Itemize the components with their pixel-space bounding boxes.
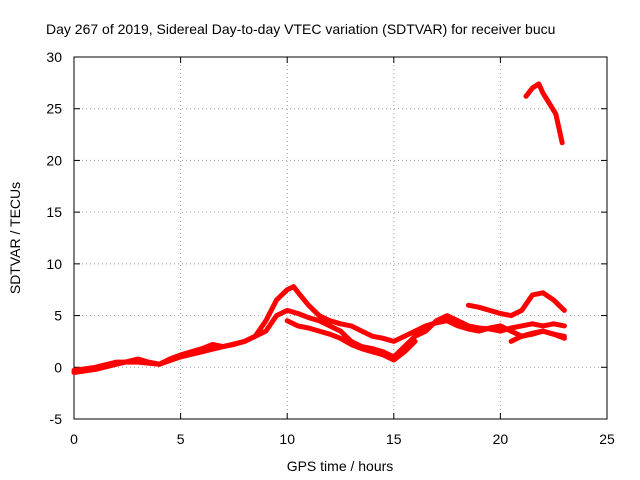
- x-tick-label: 25: [599, 431, 615, 447]
- x-tick-label: 15: [386, 431, 402, 447]
- series-line-track-5: [508, 328, 567, 344]
- axis-ticks: 0 5 10 15 20 25 -5 0 5 10 15 20 25 30: [46, 49, 615, 447]
- series-group: [71, 81, 567, 375]
- series-line-track-3: [284, 318, 418, 363]
- y-tick-label: 25: [46, 101, 62, 117]
- chart-title: Day 267 of 2019, Sidereal Day-to-day VTE…: [46, 21, 555, 37]
- series-line-track-2: [71, 307, 567, 373]
- y-tick-label: 0: [54, 359, 62, 375]
- y-tick-label: 5: [54, 308, 62, 324]
- grid: [74, 57, 607, 419]
- y-tick-label: -5: [50, 411, 63, 427]
- x-tick-label: 20: [493, 431, 509, 447]
- x-tick-label: 5: [177, 431, 185, 447]
- series-line-track-6: [523, 81, 565, 146]
- x-axis-label: GPS time / hours: [287, 458, 394, 474]
- y-tick-label: 10: [46, 256, 62, 272]
- y-axis-label: SDTVAR / TECUs: [7, 182, 23, 294]
- y-tick-label: 15: [46, 204, 62, 220]
- plot-frame: [73, 56, 608, 420]
- series-line-track-4: [465, 290, 567, 319]
- x-tick-label: 10: [279, 431, 295, 447]
- x-tick-label: 0: [70, 431, 78, 447]
- y-tick-label: 20: [46, 152, 62, 168]
- y-tick-label: 30: [46, 49, 62, 65]
